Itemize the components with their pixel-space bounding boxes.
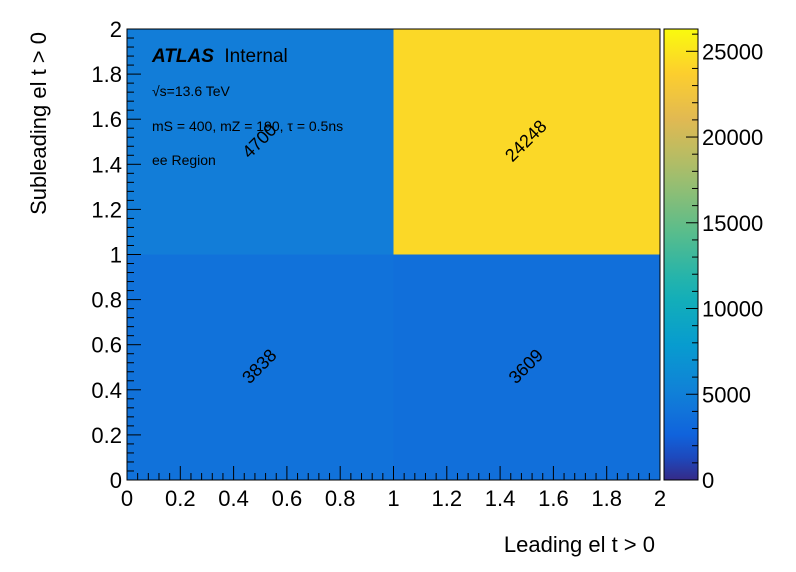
heatmap-cell-3: [393, 29, 660, 255]
y-axis-title: Subleading el t > 0: [26, 32, 51, 215]
colorbar-tick-label-1: 5000: [702, 382, 751, 407]
x-tick-label-6: 1.2: [432, 486, 463, 511]
x-tick-label-3: 0.6: [272, 486, 303, 511]
y-tick-label-5: 1: [110, 243, 122, 268]
x-axis-title: Leading el t > 0: [504, 532, 655, 557]
colorbar-tick-label-2: 10000: [702, 297, 763, 322]
x-tick-label-0: 0: [121, 486, 133, 511]
y-tick-label-1: 0.2: [91, 423, 122, 448]
y-tick-label-4: 0.8: [91, 288, 122, 313]
x-axis: 0 0.2 0.4 0.6 0.8 1 1.2 1.4 1.6 1.8 2: [121, 466, 666, 511]
experiment-name: ATLAS: [151, 46, 214, 67]
colorbar-tick-label-0: 0: [702, 468, 714, 493]
annotations: ATLAS Internal √s=13.6 TeV mS = 400, mZ …: [151, 46, 343, 168]
region-label: ee Region: [152, 152, 216, 168]
x-tick-label-10: 2: [654, 486, 666, 511]
y-tick-label-10: 2: [110, 17, 122, 42]
energy-label: √s=13.6 TeV: [152, 83, 231, 99]
heatmap-cells: [127, 29, 660, 480]
y-tick-label-8: 1.6: [91, 107, 122, 132]
y-tick-label-6: 1.2: [91, 197, 122, 222]
y-tick-label-2: 0.4: [91, 378, 122, 403]
x-tick-label-9: 1.8: [591, 486, 622, 511]
params-label: mS = 400, mZ = 190, τ = 0.5ns: [152, 118, 343, 134]
heatmap-cell-2: [127, 29, 394, 255]
x-tick-label-8: 1.6: [538, 486, 569, 511]
colorbar-tick-label-4: 20000: [702, 125, 763, 150]
colorbar-ticks: 0 5000 10000 15000 20000 25000: [686, 33, 763, 493]
heatmap-cell-0: [127, 254, 394, 480]
atlas-label: ATLAS Internal: [151, 46, 288, 67]
x-tick-label-1: 0.2: [165, 486, 196, 511]
y-tick-label-0: 0: [110, 468, 122, 493]
x-tick-label-5: 1: [387, 486, 399, 511]
x-tick-label-2: 0.4: [218, 486, 249, 511]
y-axis: 0 0.2 0.4 0.6 0.8 1 1.2 1.4 1.6 1.8 2: [91, 17, 141, 493]
y-tick-label-7: 1.4: [91, 152, 122, 177]
x-tick-label-4: 0.8: [325, 486, 356, 511]
status-label: Internal: [224, 46, 287, 67]
colorbar-tick-label-3: 15000: [702, 211, 763, 236]
colorbar: 0 5000 10000 15000 20000 25000: [663, 28, 763, 493]
y-tick-label-9: 1.8: [91, 62, 122, 87]
colorbar-gradient: [663, 28, 699, 481]
x-tick-label-7: 1.4: [485, 486, 516, 511]
heatmap-cell-1: [393, 254, 660, 480]
colorbar-tick-label-5: 25000: [702, 39, 763, 64]
y-tick-label-3: 0.6: [91, 333, 122, 358]
